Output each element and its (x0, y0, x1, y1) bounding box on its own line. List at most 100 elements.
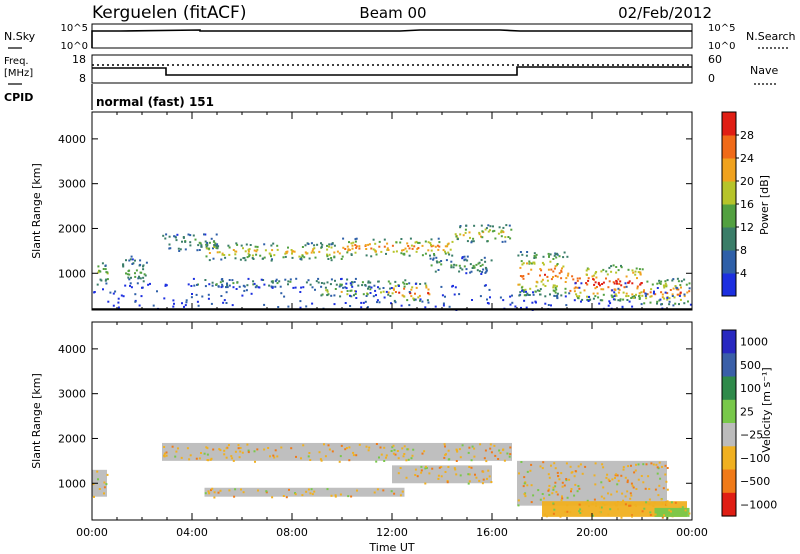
power-cell (542, 263, 545, 266)
power-cell (592, 297, 595, 300)
velocity-cell (471, 445, 474, 448)
velocity-cell (163, 452, 166, 455)
velocity-data (92, 442, 691, 519)
velocity-cell (295, 455, 297, 458)
y-tick-label: 1000 (58, 477, 86, 490)
velocity-cell (498, 449, 501, 452)
power-cell (525, 254, 528, 257)
power-cell (471, 299, 473, 301)
power-cell (183, 305, 185, 308)
power-cell (469, 263, 472, 266)
velocity-cell (273, 456, 276, 459)
power-cell (576, 277, 579, 280)
velocity-cell (666, 488, 669, 491)
power-cell (560, 294, 563, 297)
velocity-cell (92, 483, 95, 486)
velocity-cell (421, 452, 424, 455)
velocity-cell (246, 443, 249, 446)
velocity-cell (424, 482, 427, 485)
power-cell (430, 238, 433, 241)
power-cell (390, 302, 392, 305)
power-cell (122, 263, 125, 266)
power-cell (248, 254, 251, 257)
power-cell (461, 257, 464, 260)
velocity-cell (200, 452, 202, 454)
power-cell (598, 302, 601, 305)
power-cell (181, 302, 183, 305)
colorbar-swatch (722, 353, 736, 378)
power-cell (198, 241, 201, 244)
y-tick-label: 3000 (58, 178, 86, 191)
power-cell (280, 292, 283, 295)
velocity-cell (478, 479, 481, 482)
power-cell (333, 244, 336, 247)
velocity-cell (228, 489, 231, 492)
power-cell (438, 241, 441, 244)
power-cell (382, 287, 385, 289)
power-cell (500, 229, 503, 232)
power-cell (349, 294, 351, 297)
velocity-cell (326, 488, 329, 491)
power-cell (193, 284, 196, 287)
velocity-cell (311, 493, 314, 496)
power-cell (294, 286, 297, 289)
power-cell (478, 261, 481, 264)
power-cell (313, 244, 316, 247)
power-cell (185, 301, 188, 304)
power-cell (362, 301, 365, 304)
power-cell (279, 285, 282, 288)
power-cell (220, 278, 223, 281)
power-cell (142, 280, 145, 283)
velocity-cell (523, 493, 526, 496)
power-cell (321, 243, 324, 246)
power-cell (414, 298, 417, 301)
nave-label: Nave (750, 64, 778, 77)
velocity-cell (684, 510, 687, 513)
power-cell (450, 264, 453, 267)
power-cell (124, 284, 127, 287)
velocity-cell (301, 494, 304, 497)
power-cell (634, 296, 636, 299)
power-cell (236, 243, 239, 246)
velocity-cell (520, 461, 523, 463)
power-cell (125, 259, 127, 262)
power-cell (182, 236, 185, 239)
power-cell (295, 277, 298, 280)
power-cell (314, 288, 316, 291)
power-cell (466, 240, 469, 243)
power-cell (424, 252, 427, 255)
power-cell (134, 293, 137, 296)
velocity-cell (247, 449, 250, 452)
power-cell (542, 283, 545, 286)
power-cell (305, 281, 308, 284)
velocity-cell (509, 453, 512, 456)
power-cell (392, 250, 395, 253)
power-cell (398, 291, 401, 294)
power-cell (525, 290, 527, 293)
power-cell (307, 243, 310, 245)
power-cell (610, 270, 613, 273)
power-cell (250, 292, 253, 295)
power-cell (500, 231, 503, 234)
power-cell (680, 286, 682, 289)
velocity-cell (654, 488, 657, 491)
velocity-cell (206, 453, 209, 456)
power-cell (552, 270, 555, 273)
power-cell (644, 295, 647, 297)
power-cell (369, 288, 372, 291)
power-cell (271, 258, 273, 261)
velocity-cell (488, 475, 491, 478)
power-cell (539, 293, 541, 296)
velocity-cell (345, 447, 348, 449)
velocity-cell (578, 510, 581, 513)
power-cell (617, 299, 620, 302)
velocity-cell (560, 499, 563, 502)
y-tick-label: 4000 (58, 133, 86, 146)
velocity-cell (615, 473, 618, 476)
velocity-cell (576, 490, 579, 493)
power-cell (638, 292, 641, 295)
velocity-cell (163, 446, 166, 448)
power-cell (638, 295, 640, 298)
power-cell (345, 282, 348, 285)
velocity-cell (209, 458, 212, 461)
